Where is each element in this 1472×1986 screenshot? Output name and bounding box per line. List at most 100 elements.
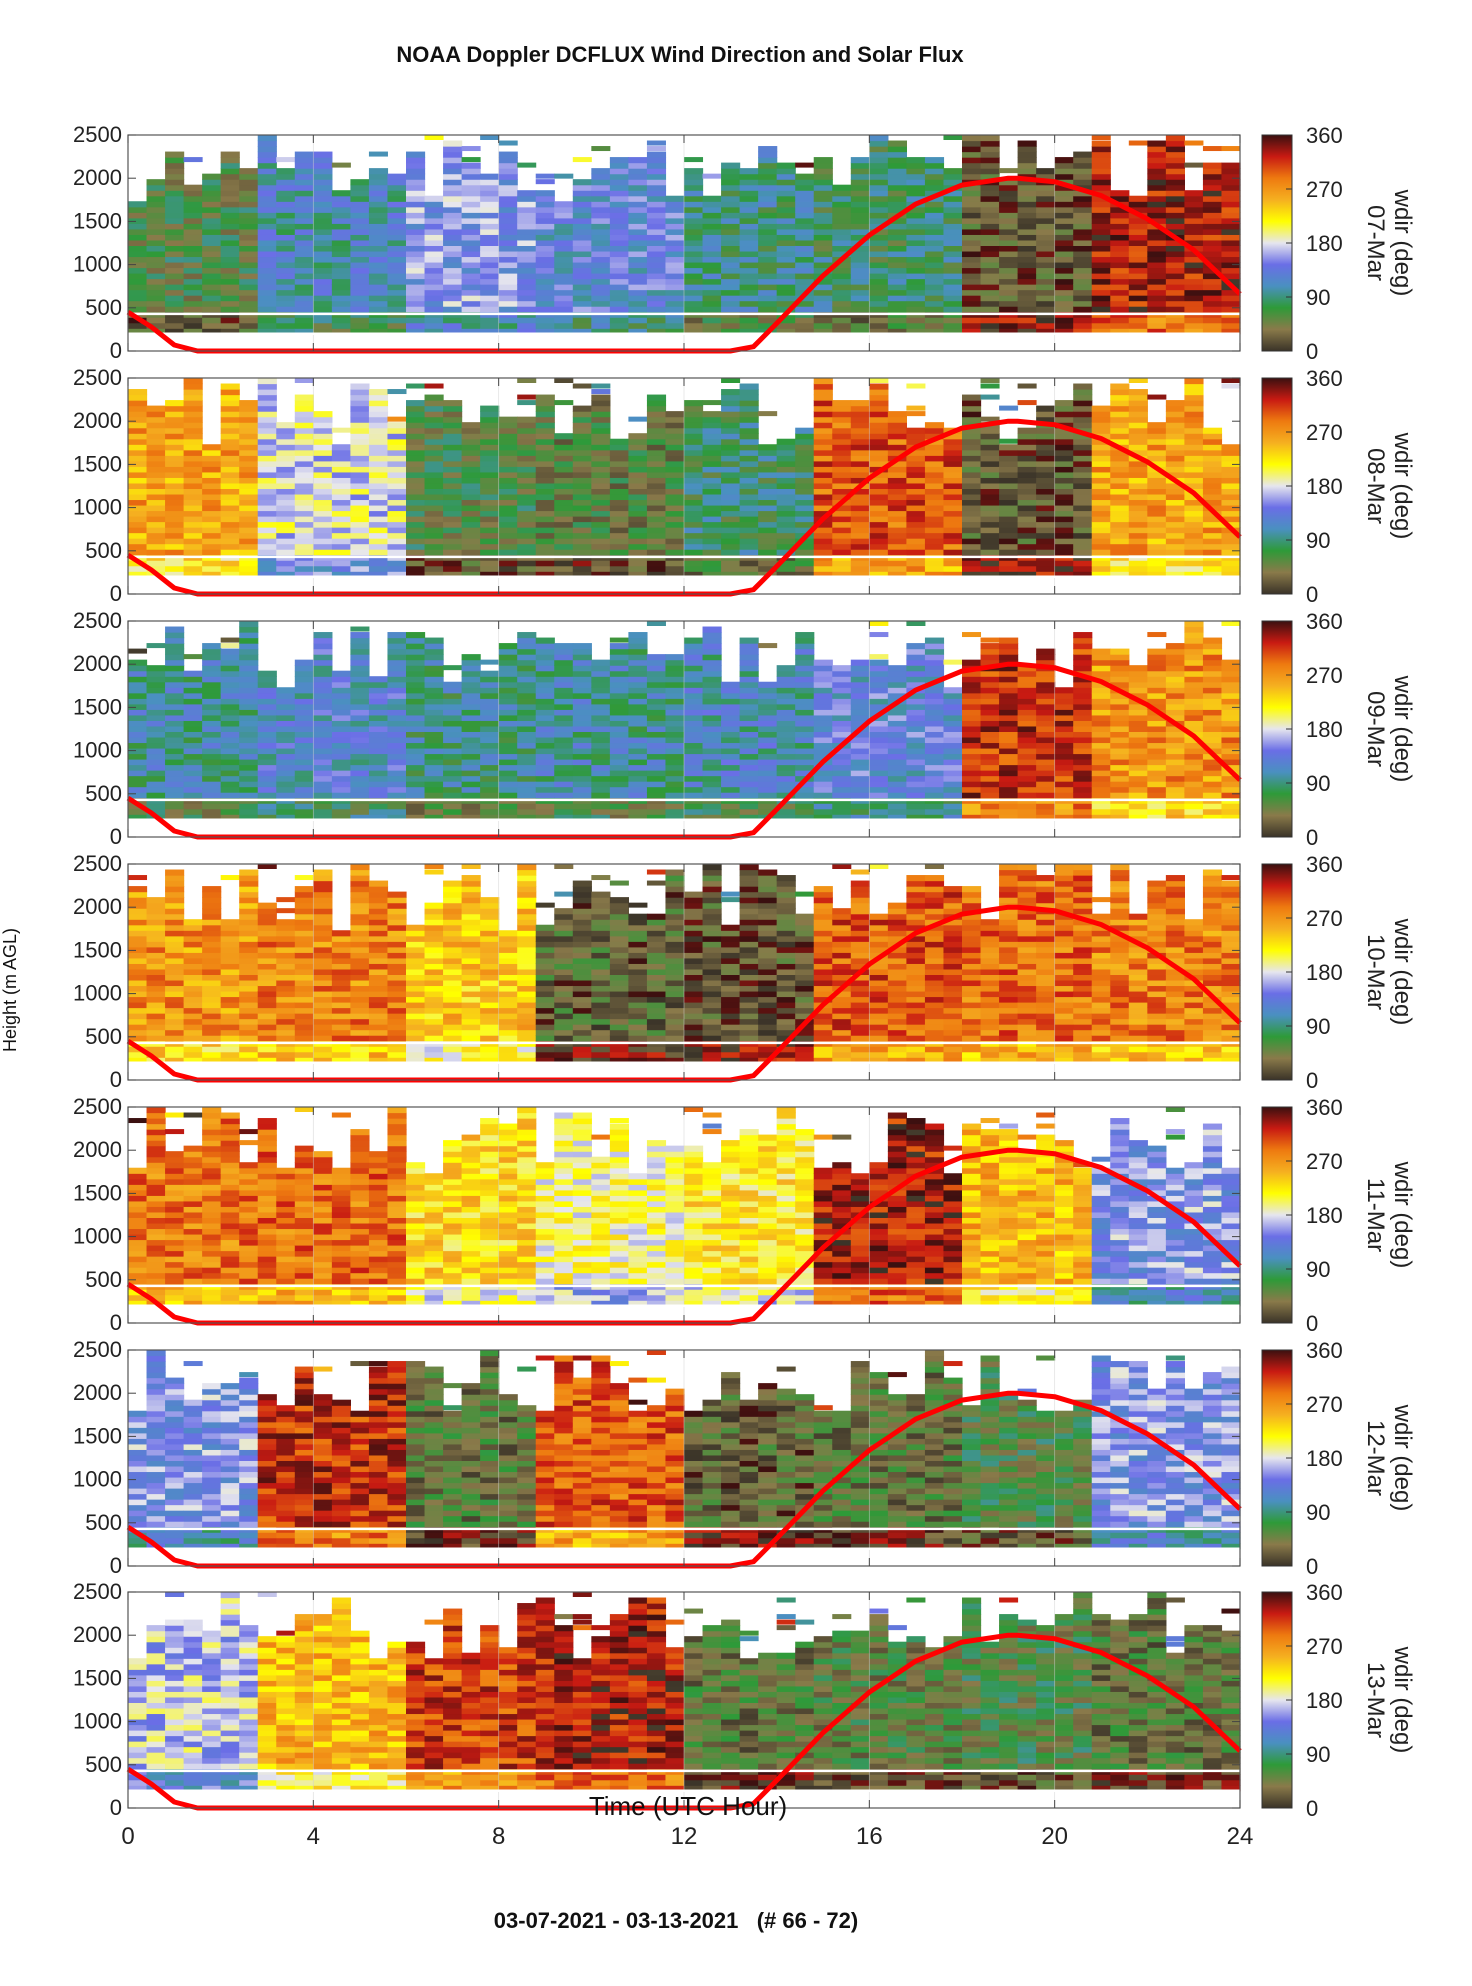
heatmap-cell bbox=[294, 698, 314, 705]
heatmap-cell bbox=[572, 234, 592, 241]
heatmap-cell bbox=[1128, 389, 1148, 396]
heatmap-cell bbox=[368, 195, 389, 202]
heatmap-cell bbox=[443, 775, 463, 782]
heatmap-cell bbox=[628, 444, 648, 451]
heatmap-cell bbox=[406, 422, 426, 429]
heatmap-cell bbox=[1091, 306, 1111, 313]
heatmap-cell bbox=[906, 521, 926, 528]
heatmap-cell bbox=[535, 411, 555, 418]
heatmap-cell bbox=[313, 731, 333, 738]
heatmap-cell bbox=[591, 499, 611, 506]
heatmap-cell bbox=[220, 720, 240, 727]
heatmap-cell bbox=[350, 422, 370, 429]
heatmap-cell bbox=[257, 378, 277, 385]
heatmap-cell bbox=[980, 493, 1000, 501]
heatmap-cell bbox=[517, 471, 537, 478]
heatmap-cell bbox=[1017, 383, 1037, 389]
heatmap-cell bbox=[517, 466, 537, 473]
heatmap-cell bbox=[1054, 560, 1074, 567]
heatmap-cell bbox=[1017, 295, 1037, 302]
heatmap-cell bbox=[387, 703, 407, 710]
heatmap-cell bbox=[758, 300, 778, 307]
heatmap-cell bbox=[628, 466, 648, 473]
heatmap-cell bbox=[220, 692, 240, 699]
heatmap-cell bbox=[257, 670, 277, 677]
heatmap-cell bbox=[239, 322, 259, 329]
heatmap-cell bbox=[424, 449, 444, 456]
heatmap-cell bbox=[276, 201, 296, 208]
heatmap-cell bbox=[146, 217, 166, 224]
heatmap-cell bbox=[591, 698, 611, 705]
heatmap-cell bbox=[1165, 400, 1185, 407]
heatmap-cell bbox=[220, 317, 240, 324]
heatmap-cell bbox=[220, 709, 240, 716]
heatmap-cell bbox=[702, 273, 722, 280]
heatmap-cell bbox=[591, 565, 611, 572]
heatmap-cell bbox=[943, 322, 963, 329]
heatmap-cell bbox=[331, 681, 351, 688]
heatmap-cell bbox=[887, 411, 907, 418]
heatmap-cell bbox=[480, 206, 500, 213]
heatmap-cell bbox=[999, 565, 1019, 572]
heatmap-cell bbox=[220, 306, 240, 313]
heatmap-cell bbox=[294, 764, 314, 771]
heatmap-cell bbox=[1073, 300, 1093, 307]
heatmap-cell bbox=[1184, 460, 1204, 467]
heatmap-cell bbox=[350, 659, 370, 666]
heatmap-cell bbox=[665, 759, 685, 766]
heatmap-cell bbox=[294, 223, 314, 230]
heatmap-cell bbox=[721, 770, 741, 777]
heatmap-cell bbox=[1221, 471, 1241, 478]
heatmap-cell bbox=[1147, 532, 1167, 539]
heatmap-cell bbox=[739, 527, 759, 534]
heatmap-cell bbox=[257, 538, 277, 545]
heatmap-cell bbox=[758, 565, 778, 572]
heatmap-cell bbox=[943, 477, 963, 484]
heatmap-cell bbox=[535, 814, 555, 821]
heatmap-cell bbox=[684, 565, 704, 572]
heatmap-cell bbox=[628, 212, 648, 219]
heatmap-cell bbox=[331, 532, 351, 539]
heatmap-cell bbox=[368, 261, 389, 269]
heatmap-cell bbox=[1054, 289, 1074, 296]
heatmap-cell bbox=[517, 190, 537, 197]
heatmap-cell bbox=[591, 753, 611, 760]
heatmap-cell bbox=[461, 692, 481, 699]
heatmap-cell bbox=[424, 383, 444, 389]
heatmap-cell bbox=[795, 267, 815, 274]
heatmap-cell bbox=[684, 295, 704, 302]
heatmap-cell bbox=[850, 289, 870, 296]
heatmap-cell bbox=[1202, 565, 1223, 572]
heatmap-cell bbox=[239, 632, 259, 639]
heatmap-cell bbox=[758, 527, 778, 534]
heatmap-cell bbox=[646, 223, 667, 230]
heatmap-cell bbox=[350, 477, 370, 484]
heatmap-cell bbox=[1017, 571, 1037, 578]
heatmap-cell bbox=[572, 422, 592, 429]
heatmap-cell bbox=[498, 234, 518, 241]
heatmap-cell bbox=[591, 786, 611, 793]
heatmap-cell bbox=[128, 482, 148, 489]
heatmap-cell bbox=[480, 173, 500, 180]
heatmap-cell bbox=[406, 643, 426, 650]
heatmap-cell bbox=[628, 560, 648, 567]
heatmap-cell bbox=[665, 250, 685, 258]
heatmap-cell bbox=[368, 416, 389, 423]
heatmap-cell bbox=[609, 775, 629, 782]
heatmap-cell bbox=[609, 184, 629, 191]
heatmap-cell bbox=[128, 510, 148, 517]
heatmap-cell bbox=[980, 543, 1000, 550]
heatmap-cell bbox=[183, 770, 203, 777]
heatmap-cell bbox=[183, 228, 203, 235]
colorbar bbox=[1261, 134, 1293, 352]
heatmap-cell bbox=[776, 190, 796, 197]
heatmap-cell bbox=[962, 560, 982, 567]
heatmap-cell bbox=[165, 571, 185, 578]
heatmap-cell bbox=[887, 499, 907, 506]
heatmap-cell bbox=[887, 538, 907, 545]
heatmap-cell bbox=[1091, 184, 1111, 191]
heatmap-cell bbox=[443, 250, 463, 258]
heatmap-cell bbox=[461, 201, 481, 208]
heatmap-cell bbox=[165, 206, 185, 213]
heatmap-cell bbox=[665, 665, 685, 672]
